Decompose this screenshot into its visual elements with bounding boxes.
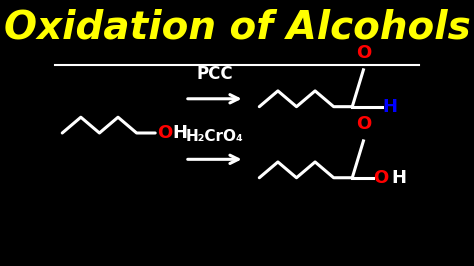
Text: H: H [382,98,397,116]
Text: H: H [392,169,406,187]
Text: O: O [157,124,173,142]
Text: O: O [373,169,388,187]
Text: O: O [356,115,371,133]
Text: PCC: PCC [196,65,233,83]
Text: H: H [172,124,187,142]
Text: O: O [356,44,371,62]
Text: Oxidation of Alcohols: Oxidation of Alcohols [4,9,470,47]
Text: H₂CrO₄: H₂CrO₄ [186,128,244,144]
